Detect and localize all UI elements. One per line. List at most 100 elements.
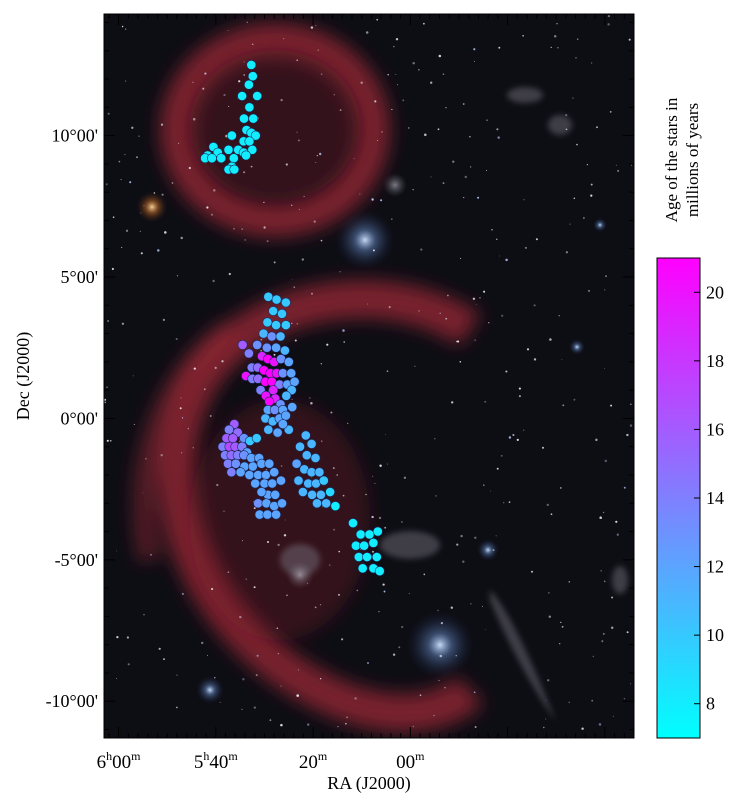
background-star <box>381 131 383 133</box>
background-star <box>176 674 178 676</box>
background-star <box>296 322 299 325</box>
y-tick-label: -10°00' <box>46 691 98 711</box>
background-star <box>354 697 357 700</box>
background-star <box>221 360 224 363</box>
data-point <box>261 342 272 353</box>
background-star <box>477 196 480 199</box>
background-star <box>280 723 283 727</box>
background-star <box>505 370 508 373</box>
data-point <box>281 390 292 401</box>
background-star <box>496 238 498 240</box>
background-star <box>607 14 611 18</box>
background-star <box>171 182 174 184</box>
data-point <box>314 467 325 478</box>
background-star <box>131 126 134 130</box>
background-star <box>531 570 533 573</box>
background-star <box>339 109 342 112</box>
background-star <box>143 614 145 616</box>
background-star <box>296 131 298 133</box>
data-point <box>295 441 305 452</box>
background-star <box>376 18 378 21</box>
background-star <box>239 615 242 619</box>
data-point <box>258 328 269 339</box>
background-star <box>558 642 561 645</box>
background-star <box>615 164 617 166</box>
data-point <box>372 526 383 537</box>
background-star <box>360 81 363 84</box>
background-star <box>314 606 317 609</box>
background-star <box>260 350 262 352</box>
background-star <box>386 463 388 465</box>
background-star <box>602 632 605 635</box>
background-star <box>623 698 625 700</box>
data-point <box>364 529 375 540</box>
background-star <box>306 582 309 585</box>
data-point <box>272 427 283 438</box>
data-point <box>250 478 261 489</box>
x-tick-label: 6h00m <box>97 749 142 773</box>
background-star <box>442 182 445 185</box>
background-star <box>499 255 500 257</box>
data-point <box>271 294 282 305</box>
background-star <box>423 573 426 576</box>
data-point <box>280 320 291 330</box>
data-point <box>362 552 372 562</box>
background-star <box>423 22 425 25</box>
background-star <box>395 37 399 41</box>
background-star <box>545 718 547 720</box>
background-star <box>158 647 161 650</box>
background-star <box>610 404 613 407</box>
background-star <box>338 594 340 596</box>
background-star <box>212 279 215 283</box>
background-star <box>188 166 191 170</box>
background-star <box>388 306 391 309</box>
background-star <box>269 719 272 722</box>
background-star <box>139 230 141 232</box>
background-star <box>359 193 361 195</box>
background-star <box>378 516 382 520</box>
background-star <box>481 605 483 607</box>
background-star <box>451 401 454 404</box>
background-star <box>512 433 515 437</box>
background-star <box>318 152 322 156</box>
background-star <box>219 701 221 703</box>
background-star <box>495 535 497 537</box>
background-star <box>291 398 293 400</box>
background-star <box>450 606 453 609</box>
data-point <box>256 487 267 497</box>
background-star <box>562 404 565 407</box>
background-star <box>543 726 545 729</box>
background-star <box>605 275 607 277</box>
background-star <box>602 511 605 514</box>
data-point <box>235 467 246 478</box>
background-star <box>143 205 145 207</box>
background-star <box>460 534 463 538</box>
background-star <box>600 569 603 572</box>
background-star <box>464 175 468 179</box>
data-point <box>224 424 234 435</box>
background-star <box>474 536 477 539</box>
data-point <box>283 356 294 367</box>
data-point <box>206 153 217 164</box>
background-star <box>489 490 491 492</box>
background-star <box>311 477 313 478</box>
background-star <box>251 43 254 46</box>
background-star <box>414 365 416 367</box>
background-star <box>469 166 472 168</box>
background-star <box>518 395 521 398</box>
data-point <box>260 470 271 480</box>
background-star <box>125 28 127 30</box>
background-star <box>508 436 512 439</box>
background-star <box>330 411 333 414</box>
data-point <box>289 376 300 387</box>
background-star <box>444 686 446 689</box>
background-star <box>211 587 214 591</box>
data-point <box>374 566 385 576</box>
background-star <box>140 212 142 214</box>
background-star <box>315 161 317 163</box>
background-star <box>116 635 119 639</box>
background-star <box>193 367 196 370</box>
background-star <box>474 339 476 341</box>
background-star <box>372 249 375 252</box>
background-star <box>227 30 229 31</box>
